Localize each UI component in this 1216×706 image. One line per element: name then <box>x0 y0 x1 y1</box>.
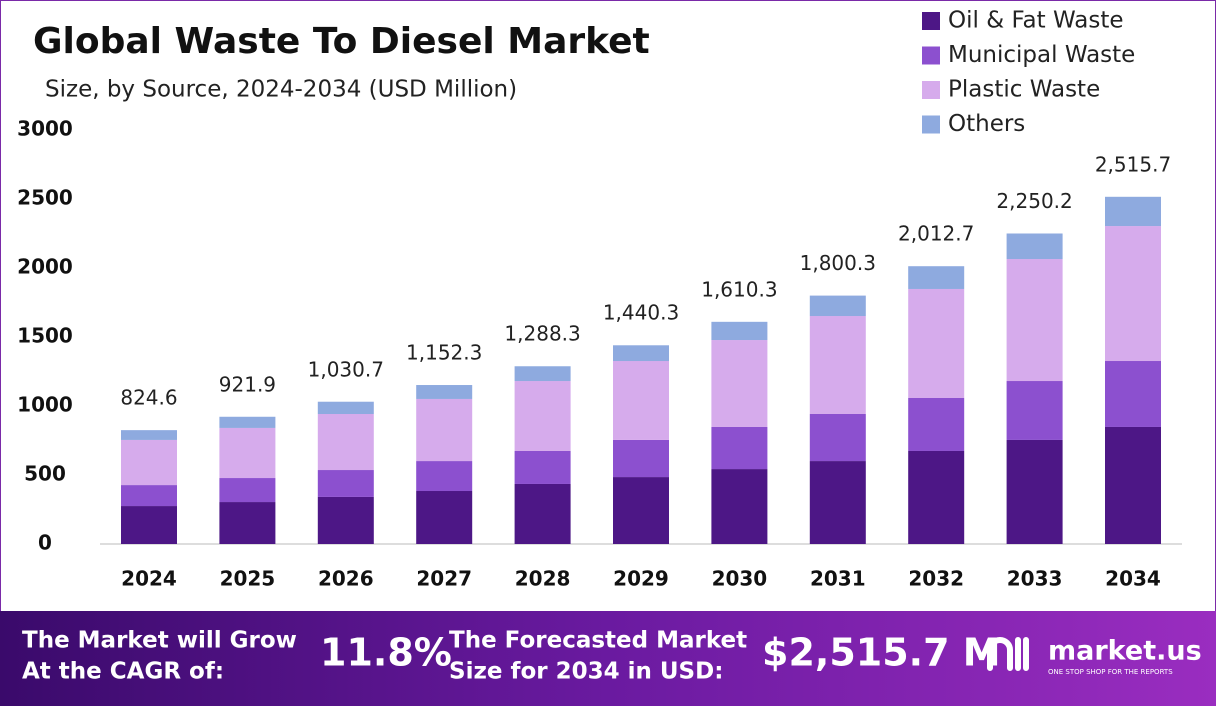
bar-segment <box>809 295 866 317</box>
total-label: 921.9 <box>219 372 276 396</box>
x-tick-label: 2024 <box>121 567 177 591</box>
bar-segment <box>416 398 473 462</box>
bar-segment <box>317 470 374 497</box>
bar-segment <box>908 288 965 398</box>
legend-label: Others <box>948 111 1025 137</box>
brand-logo <box>987 637 1029 671</box>
bar-segment <box>514 483 571 544</box>
x-tick-label: 2028 <box>515 567 571 591</box>
total-label: 1,288.3 <box>504 322 580 346</box>
legend-label: Oil & Fat Waste <box>948 8 1124 34</box>
bar-segment <box>809 461 866 544</box>
brand: market.us <box>1048 636 1202 667</box>
y-tick-label: 1000 <box>17 393 73 417</box>
bar-segment <box>613 345 669 362</box>
bar-segment <box>416 385 473 399</box>
bar-segment <box>1105 196 1161 227</box>
x-tick-label: 2027 <box>416 567 472 591</box>
bar-segment <box>317 414 374 471</box>
bar-segment <box>908 450 965 544</box>
x-tick-label: 2029 <box>613 567 669 591</box>
bar-segment <box>219 427 276 479</box>
bar-segment <box>514 381 571 451</box>
legend-label: Municipal Waste <box>948 42 1135 68</box>
bar-segment <box>317 401 374 415</box>
total-label: 1,800.3 <box>800 251 876 275</box>
legend-swatch <box>922 46 940 65</box>
chart-title: Global Waste To Diesel Market <box>33 21 650 62</box>
x-tick-label: 2033 <box>1007 567 1063 591</box>
total-label: 1,440.3 <box>603 301 679 325</box>
bar-segment <box>711 469 768 544</box>
total-label: 2,250.2 <box>996 189 1072 213</box>
bar-segment <box>1105 226 1161 362</box>
bar-segment <box>219 416 276 428</box>
cagr-value: 11.8% <box>320 631 452 675</box>
bar-segment <box>1006 381 1063 440</box>
bar-segment <box>317 496 374 544</box>
total-label: 824.6 <box>120 386 177 410</box>
total-label: 1,152.3 <box>406 340 482 364</box>
y-tick-label: 2500 <box>17 186 73 210</box>
forecast-text: Size for 2034 in USD: <box>449 659 723 685</box>
bar-segment <box>121 485 177 507</box>
bar-segment <box>219 478 276 503</box>
x-tick-label: 2031 <box>810 567 866 591</box>
bar-segment <box>416 491 473 544</box>
y-tick-label: 0 <box>38 531 52 555</box>
bar-segment <box>711 321 768 341</box>
bar-segment <box>711 340 768 427</box>
legend-swatch <box>922 12 940 30</box>
bar-segment <box>908 397 965 451</box>
x-tick-label: 2032 <box>908 567 964 591</box>
bar-segment <box>613 477 669 544</box>
bar-segment <box>1006 439 1063 544</box>
x-tick-label: 2025 <box>220 567 276 591</box>
footer-banner <box>0 611 1216 706</box>
y-tick-label: 2000 <box>17 255 73 279</box>
bar-segment <box>219 502 276 544</box>
y-tick-label: 500 <box>24 462 66 486</box>
legend-swatch <box>922 115 940 134</box>
total-label: 1,610.3 <box>701 277 777 301</box>
bar-segment <box>121 430 177 440</box>
y-tick-label: 1500 <box>17 324 73 348</box>
bar-segment <box>809 414 866 462</box>
bar-segment <box>1006 233 1063 260</box>
bar-segment <box>613 439 669 478</box>
bar-segment <box>514 450 571 484</box>
x-tick-label: 2026 <box>318 567 374 591</box>
bar-segment <box>416 461 473 492</box>
x-tick-label: 2034 <box>1105 567 1161 591</box>
bar-segment <box>121 506 177 544</box>
forecast-value: $2,515.7 M <box>762 631 1001 675</box>
y-tick-label: 3000 <box>17 117 73 141</box>
bar-segment <box>514 366 571 382</box>
cagr-text: The Market will Grow <box>22 628 297 654</box>
bar-segment <box>1105 426 1161 544</box>
chart-subtitle: Size, by Source, 2024-2034 (USD Million) <box>45 77 517 103</box>
bar-segment <box>1105 361 1161 427</box>
bar-segment <box>1006 259 1063 382</box>
brand-tagline: ONE STOP SHOP FOR THE REPORTS <box>1048 668 1173 676</box>
bar-segment <box>711 426 768 470</box>
forecast-text: The Forecasted Market <box>449 628 747 654</box>
total-label: 2,515.7 <box>1095 152 1171 176</box>
legend-swatch <box>922 81 940 99</box>
bar-segment <box>121 439 177 486</box>
cagr-text: At the CAGR of: <box>22 659 224 685</box>
x-tick-label: 2030 <box>712 567 768 591</box>
legend-label: Plastic Waste <box>948 77 1100 103</box>
bar-segment <box>613 361 669 440</box>
total-label: 1,030.7 <box>308 357 384 381</box>
total-label: 2,012.7 <box>898 222 974 246</box>
bar-segment <box>908 266 965 289</box>
bar-segment <box>809 316 866 415</box>
